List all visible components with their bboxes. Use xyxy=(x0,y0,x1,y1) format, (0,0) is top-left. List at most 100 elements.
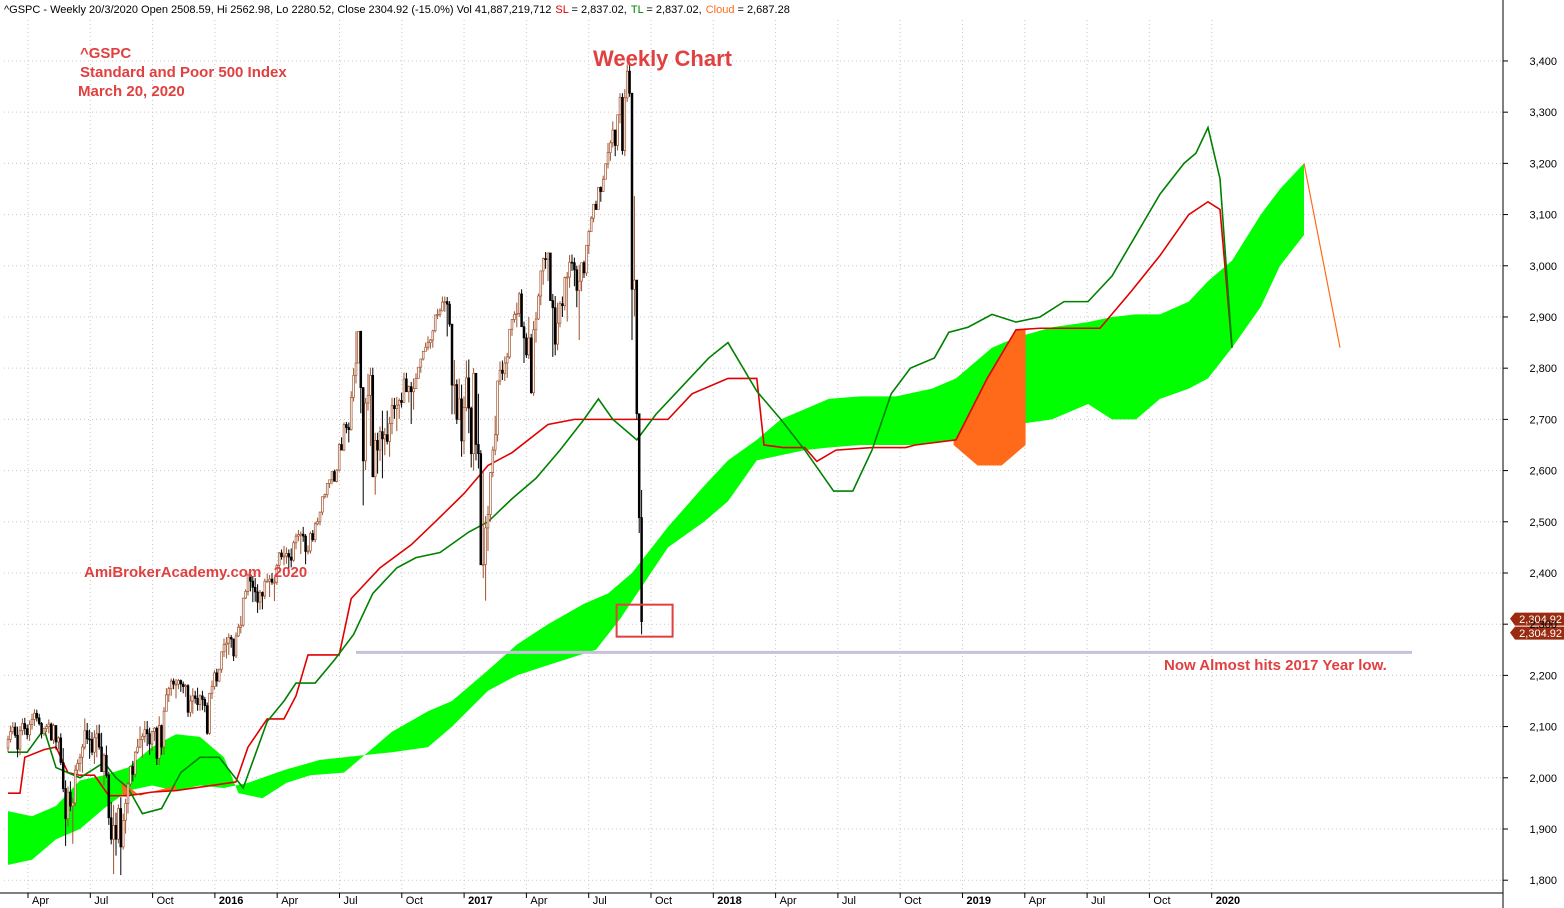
candle xyxy=(364,397,367,471)
candle xyxy=(285,547,288,564)
candle xyxy=(97,724,101,750)
candle-body xyxy=(383,434,387,440)
candle-body xyxy=(484,527,487,565)
candle xyxy=(520,289,523,328)
candle xyxy=(604,163,607,180)
candle-body xyxy=(153,727,156,733)
candle xyxy=(316,517,319,526)
candle xyxy=(71,797,75,844)
candle-body xyxy=(13,726,17,736)
candle xyxy=(205,702,209,735)
candle-body xyxy=(433,314,437,332)
candle-body xyxy=(366,394,370,404)
candle xyxy=(95,725,99,758)
candle xyxy=(69,781,72,812)
candle-body xyxy=(30,719,34,725)
candle-body xyxy=(105,754,108,776)
candle xyxy=(436,308,439,320)
cloud-projection-line xyxy=(1303,163,1341,348)
candle-body xyxy=(57,737,60,743)
candle-body xyxy=(460,398,463,442)
candle-body xyxy=(241,597,245,626)
candle xyxy=(282,545,286,566)
header-symbol-line: ^GSPC - Weekly 20/3/2020 Open 2508.59, H… xyxy=(4,4,551,16)
candle xyxy=(42,727,46,736)
candle xyxy=(241,597,245,627)
candle-body xyxy=(73,769,77,804)
candle-body xyxy=(258,592,262,603)
candle-body xyxy=(287,553,291,558)
y-tick-label: 2,000 xyxy=(1529,773,1557,785)
candle xyxy=(448,301,451,327)
candle xyxy=(508,328,511,359)
candle-body xyxy=(52,725,55,741)
y-tick-label: 3,000 xyxy=(1529,261,1557,273)
candle xyxy=(366,373,370,411)
cloud-bearish xyxy=(953,329,1026,466)
candle xyxy=(172,678,175,690)
candle xyxy=(587,229,591,254)
candle xyxy=(162,707,166,755)
candle-body xyxy=(54,725,58,743)
candle-body xyxy=(568,261,571,278)
candle xyxy=(117,804,120,844)
candle xyxy=(628,64,631,97)
candle xyxy=(253,578,257,602)
candle xyxy=(378,426,382,461)
candle xyxy=(498,361,502,386)
candle-body xyxy=(443,301,447,303)
candle-body xyxy=(431,330,435,341)
candle-body xyxy=(268,578,271,582)
price-tag-label: 2,304.92 xyxy=(1519,628,1562,640)
candle-body xyxy=(537,295,540,320)
candle xyxy=(28,720,31,741)
x-tick-label: 2018 xyxy=(717,895,741,907)
candle xyxy=(381,410,384,479)
candle-body xyxy=(172,680,175,685)
candle-body xyxy=(412,388,415,393)
candle xyxy=(522,321,526,364)
candle xyxy=(215,668,219,687)
candle xyxy=(395,396,399,432)
candle-body xyxy=(265,580,269,583)
candle xyxy=(630,92,634,341)
candle xyxy=(112,804,115,875)
candle-body xyxy=(496,380,499,436)
candle xyxy=(321,496,324,516)
candle xyxy=(421,350,425,361)
candle xyxy=(457,378,461,420)
y-tick-label: 1,900 xyxy=(1529,824,1557,836)
candle-body xyxy=(246,574,250,592)
candle-body xyxy=(18,730,22,750)
candle xyxy=(551,293,555,357)
date-label: March 20, 2020 xyxy=(78,83,185,100)
candle-body xyxy=(630,92,634,290)
candle-body xyxy=(491,449,495,473)
candle-body xyxy=(289,556,293,561)
candle-body xyxy=(181,683,185,688)
candle-body xyxy=(599,187,603,192)
candle-body xyxy=(585,244,588,274)
candle xyxy=(297,529,300,542)
candle xyxy=(376,432,379,474)
candle xyxy=(169,678,173,696)
candle-body xyxy=(160,725,163,748)
candle xyxy=(345,421,348,434)
candle xyxy=(465,360,468,412)
candle xyxy=(561,296,564,317)
candle-body xyxy=(162,710,166,748)
candle-body xyxy=(592,203,595,219)
candle-body xyxy=(179,680,183,685)
candle-body xyxy=(277,552,281,566)
candle-body xyxy=(45,726,48,729)
candle-body xyxy=(294,535,298,544)
candle-body xyxy=(196,698,199,705)
candle xyxy=(193,690,197,704)
candle-body xyxy=(316,521,319,525)
candle-body xyxy=(150,731,154,745)
candle xyxy=(623,89,627,157)
candle xyxy=(589,216,593,232)
candle xyxy=(57,736,60,750)
header-sl-value: = 2,837.02, xyxy=(568,4,626,16)
